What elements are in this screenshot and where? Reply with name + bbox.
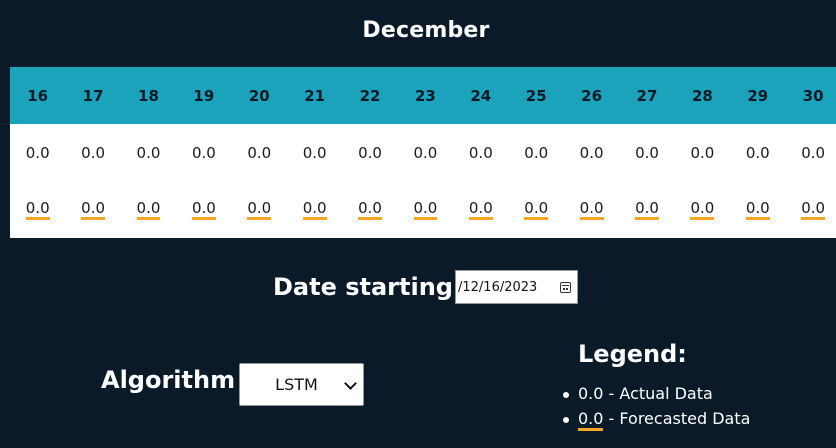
forecast-value: 0.0 <box>579 199 604 220</box>
day-header: 26 <box>581 86 603 105</box>
actual-data-row: 0.0 0.0 0.0 0.0 0.0 0.0 0.0 0.0 0.0 0.0 … <box>10 124 836 181</box>
forecast-value: 0.0 <box>690 199 715 220</box>
legend-actual-sample: 0.0 <box>578 384 604 403</box>
actual-value: 0.0 <box>25 143 50 162</box>
algorithm-label: Algorithm <box>101 366 236 394</box>
forecast-data-row: 0.0 0.0 0.0 0.0 0.0 0.0 0.0 0.0 0.0 0.0 … <box>10 181 836 238</box>
forecast-value: 0.0 <box>81 199 106 220</box>
day-header: 22 <box>359 86 381 105</box>
day-header: 29 <box>747 86 769 105</box>
forecast-value: 0.0 <box>302 199 327 220</box>
day-header: 27 <box>636 86 658 105</box>
month-title: December <box>362 18 490 43</box>
actual-value: 0.0 <box>191 143 216 162</box>
forecast-value: 0.0 <box>745 199 770 220</box>
forecast-calendar-table: 16 17 18 19 20 21 22 23 24 25 26 27 28 2… <box>10 67 836 238</box>
chevron-down-icon <box>344 377 357 390</box>
day-header: 23 <box>414 86 436 105</box>
actual-value: 0.0 <box>690 143 715 162</box>
legend-actual-text: - Actual Data <box>603 384 713 403</box>
legend-item-forecast: 0.0 - Forecasted Data <box>562 408 750 433</box>
forecast-value: 0.0 <box>413 199 438 220</box>
forecast-value: 0.0 <box>25 199 50 220</box>
forecast-value: 0.0 <box>524 199 549 220</box>
actual-value: 0.0 <box>524 143 549 162</box>
algorithm-selected-value: LSTM <box>275 375 318 394</box>
day-header: 18 <box>138 86 159 105</box>
actual-value: 0.0 <box>81 143 106 162</box>
day-header: 28 <box>691 86 713 105</box>
day-header: 24 <box>470 86 492 105</box>
day-header: 19 <box>193 86 215 105</box>
legend-forecast-sample: 0.0 <box>578 409 604 431</box>
calendar-icon[interactable] <box>560 281 571 293</box>
actual-value: 0.0 <box>801 143 826 162</box>
actual-value: 0.0 <box>358 143 382 162</box>
day-header-row: 16 17 18 19 20 21 22 23 24 25 26 27 28 2… <box>10 67 836 124</box>
forecast-value: 0.0 <box>801 199 826 220</box>
forecast-value: 0.0 <box>635 199 659 220</box>
algorithm-select[interactable]: LSTM <box>239 363 364 406</box>
legend-forecast-text: - Forecasted Data <box>603 409 751 428</box>
day-header: 30 <box>802 86 824 105</box>
actual-value: 0.0 <box>468 143 493 162</box>
date-starting-label: Date starting: <box>273 273 463 301</box>
actual-value: 0.0 <box>136 143 161 162</box>
actual-value: 0.0 <box>413 143 438 162</box>
day-header: 16 <box>27 86 49 105</box>
forecast-value: 0.0 <box>247 199 272 220</box>
day-header: 21 <box>304 86 326 105</box>
forecast-value: 0.0 <box>468 199 493 220</box>
day-header: 17 <box>82 86 104 105</box>
actual-value: 0.0 <box>302 143 327 162</box>
legend-title: Legend: <box>578 340 687 368</box>
day-header: 20 <box>248 86 270 105</box>
actual-value: 0.0 <box>745 143 770 162</box>
actual-value: 0.0 <box>635 143 659 162</box>
forecast-value: 0.0 <box>358 199 382 220</box>
legend-item-actual: 0.0 - Actual Data <box>562 383 750 408</box>
actual-value: 0.0 <box>579 143 604 162</box>
forecast-value: 0.0 <box>136 199 161 220</box>
start-date-input[interactable]: /12/16/2023 <box>455 270 578 304</box>
legend-list: 0.0 - Actual Data 0.0 - Forecasted Data <box>562 383 750 433</box>
day-header: 25 <box>525 86 547 105</box>
actual-value: 0.0 <box>247 143 272 162</box>
forecast-value: 0.0 <box>191 199 216 220</box>
start-date-value: /12/16/2023 <box>458 279 538 295</box>
